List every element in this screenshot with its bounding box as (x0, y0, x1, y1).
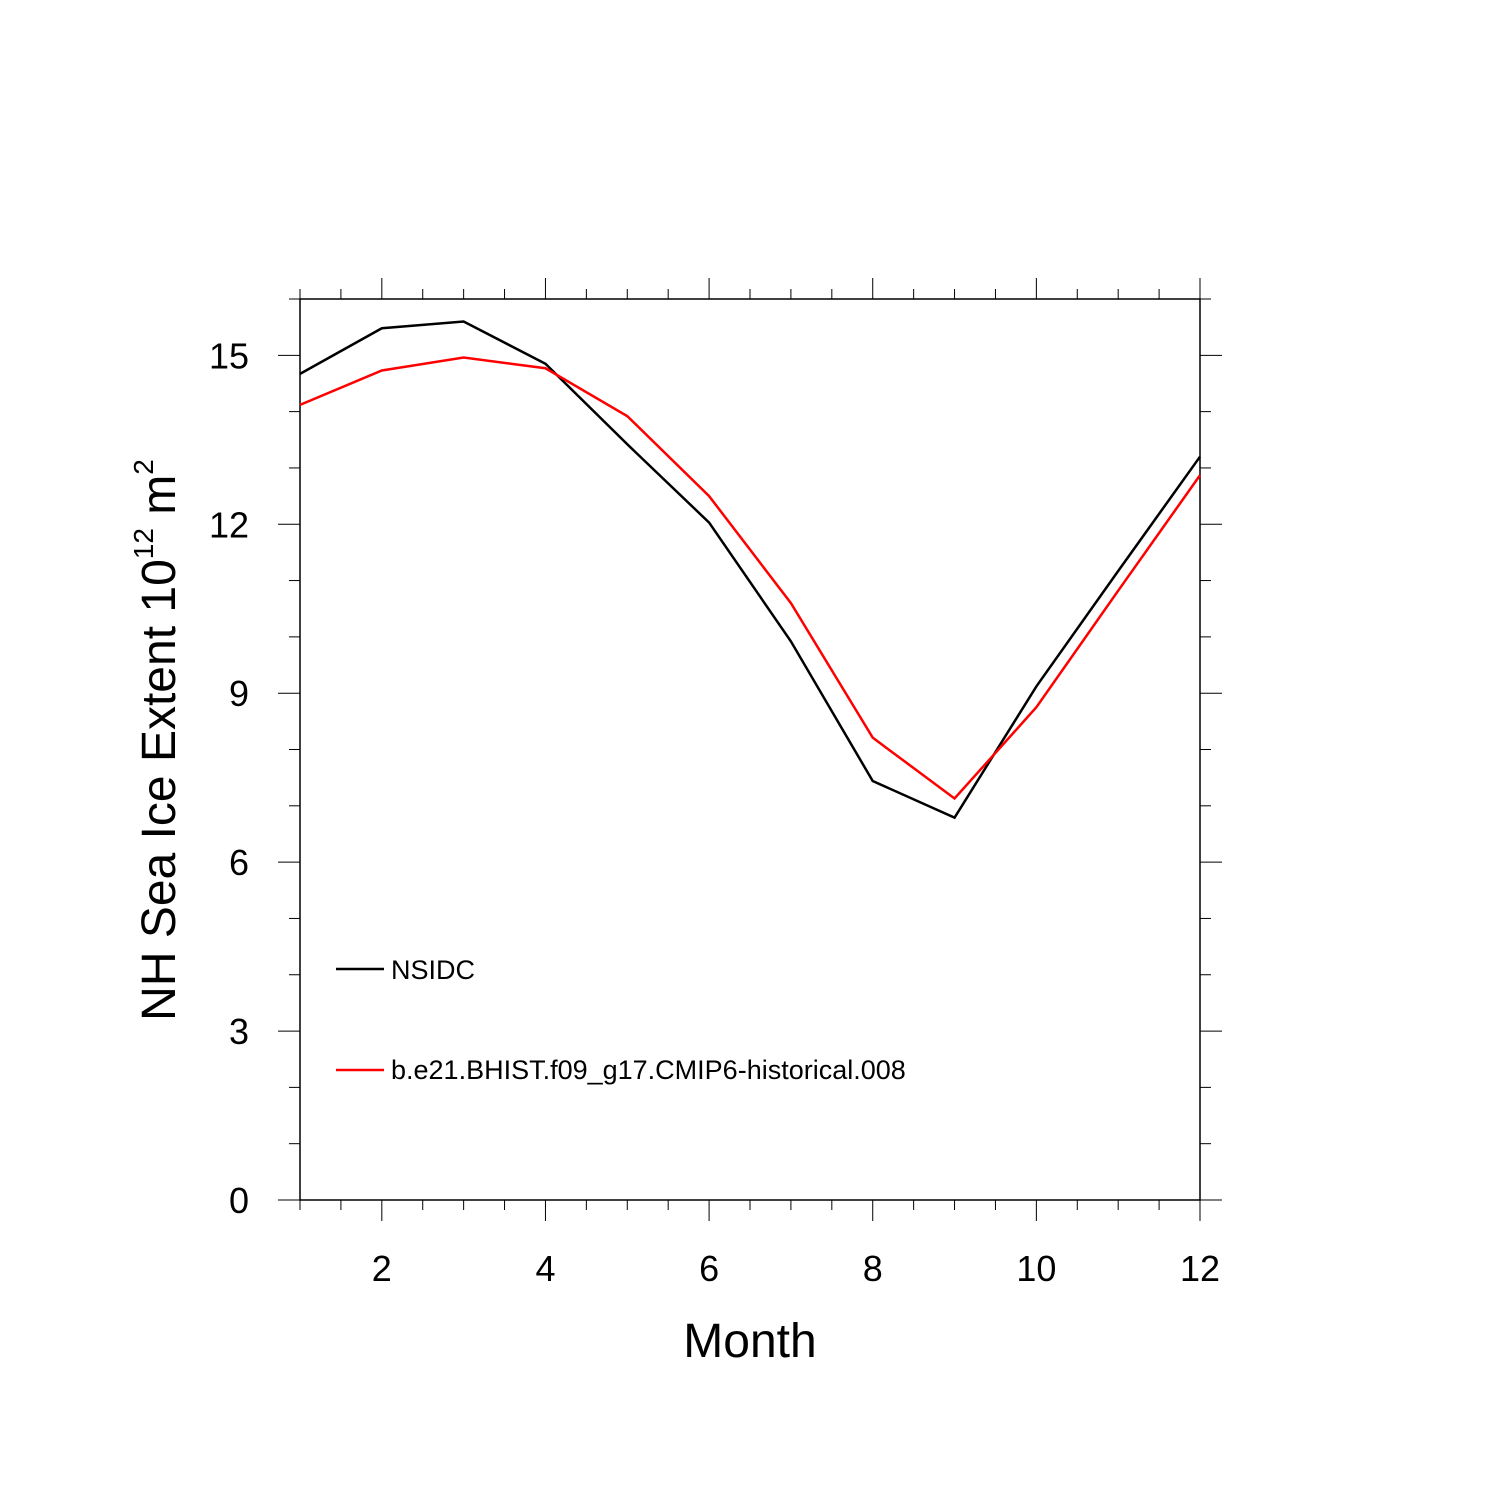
y-axis-title-unit: m (133, 475, 186, 528)
series-line-model (299, 356, 1202, 801)
y-tick-label: 12 (209, 504, 249, 545)
x-tick-label: 2 (372, 1248, 392, 1289)
plot-frame (299, 298, 1201, 1201)
tick-labels: 2 4 6 8 10 12 0 3 6 9 12 15 (209, 335, 1220, 1289)
legend-label-nsidc: NSIDC (391, 955, 475, 985)
y-tick-label: 0 (229, 1180, 249, 1221)
x-tick-label: 10 (1016, 1248, 1056, 1289)
x-tick-label: 8 (863, 1248, 883, 1289)
legend: NSIDC b.e21.BHIST.f09_g17.CMIP6-historic… (336, 955, 906, 1085)
x-tick-label: 12 (1180, 1248, 1220, 1289)
x-axis-title: Month (683, 1315, 816, 1368)
series-line-nsidc (299, 320, 1202, 820)
x-tick-label: 6 (699, 1248, 719, 1289)
y-tick-label: 6 (229, 842, 249, 883)
x-tick-label: 4 (535, 1248, 555, 1289)
legend-label-model: b.e21.BHIST.f09_g17.CMIP6-historical.008 (391, 1055, 906, 1085)
axis-ticks (278, 278, 1222, 1221)
y-axis-title: NH Sea Ice Extent 1012 m2 (128, 459, 186, 1021)
y-axis-title-unit-exponent: 2 (128, 459, 159, 475)
y-axis-title-exponent: 12 (128, 528, 159, 559)
y-tick-label: 3 (229, 1011, 249, 1052)
y-tick-label: 9 (229, 673, 249, 714)
y-axis-title-main: NH Sea Ice Extent 10 (133, 559, 186, 1021)
series-lines (299, 320, 1202, 820)
y-tick-label: 15 (209, 335, 249, 376)
